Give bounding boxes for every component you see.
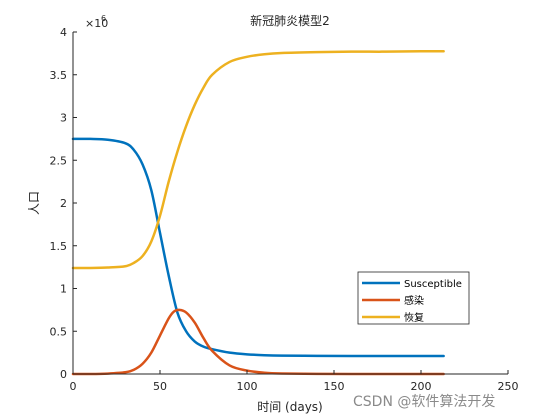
x-tick-label: 50	[153, 380, 167, 393]
x-tick-label: 250	[498, 380, 519, 393]
x-tick-label: 100	[237, 380, 258, 393]
y-tick-label: 0.5	[50, 325, 68, 338]
y-tick-label: 1.5	[50, 240, 68, 253]
series-line-3	[71, 49, 445, 270]
series-line-1	[71, 137, 445, 358]
x-tick-label: 150	[324, 380, 345, 393]
x-tick-label: 0	[70, 380, 77, 393]
watermark: CSDN @软件算法开发	[353, 394, 495, 410]
x-ticks: 0 50 100 150 200 250	[70, 370, 519, 393]
y-tick-label: 2	[60, 197, 67, 210]
y-tick-label: 3	[60, 112, 67, 125]
y-ticks: 0 0.5 1 1.5 2 2.5 3 3.5 4	[50, 26, 77, 381]
y-axis-label: 人口	[27, 191, 41, 215]
y-axis-multiplier-base: ×10	[85, 17, 108, 30]
y-tick-label: 3.5	[50, 69, 68, 82]
x-axis-label: 时间 (days)	[257, 400, 323, 414]
legend-label-2: 感染	[404, 294, 424, 307]
x-tick-label: 200	[411, 380, 432, 393]
y-tick-label: 1	[60, 283, 67, 296]
y-tick-label: 0	[60, 368, 67, 381]
legend-label-3: 恢复	[404, 311, 424, 324]
legend-label-1: Susceptible	[404, 279, 462, 290]
y-axis-multiplier-exponent: 6	[101, 14, 106, 23]
y-axis-multiplier: ×10 6	[85, 14, 108, 30]
y-tick-label: 2.5	[50, 154, 68, 167]
y-tick-label: 4	[60, 26, 67, 39]
legend-box	[357, 271, 470, 325]
chart-title: 新冠肺炎模型2	[250, 13, 330, 28]
